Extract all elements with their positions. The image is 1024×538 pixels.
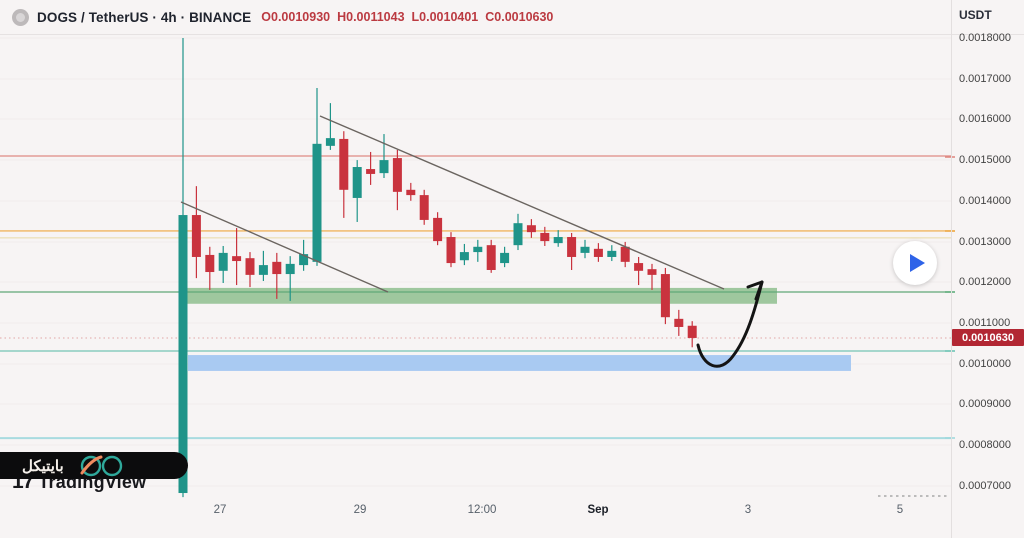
candle-body	[473, 246, 483, 253]
candle-body	[433, 217, 443, 242]
trendline	[319, 115, 725, 290]
channel-logo-icon	[80, 455, 122, 476]
price-axis-label: 0.0010000	[959, 358, 1011, 370]
price-axis-divider	[951, 0, 952, 538]
candle-body	[178, 215, 188, 494]
currency-label: USDT	[959, 8, 992, 22]
candle-body	[553, 237, 563, 244]
candle-body	[486, 245, 496, 270]
candle-body	[513, 223, 523, 246]
time-axis-label: 3	[744, 504, 752, 516]
candle-body	[191, 215, 201, 257]
candle-body	[593, 248, 603, 257]
symbol-header: DOGS / TetherUS · 4h · BINANCE O0.001093…	[0, 0, 950, 34]
candle-body	[607, 250, 617, 257]
last-price-tag: 0.0010630	[952, 329, 1024, 346]
candle-body	[647, 269, 657, 275]
resistance-zone	[185, 287, 777, 304]
candle-body	[325, 138, 335, 146]
price-axis-label: 0.0007000	[959, 480, 1011, 492]
candle-body	[446, 237, 456, 264]
candle-body	[419, 195, 429, 220]
price-axis-label: 0.0009000	[959, 398, 1011, 410]
time-axis[interactable]: 27 29 12:00 Sep 3 5	[0, 497, 950, 538]
candle-body	[674, 318, 684, 327]
price-axis-label: 0.0008000	[959, 439, 1011, 451]
time-axis-label: 29	[353, 504, 367, 516]
candle-body	[245, 258, 255, 275]
drawn-arrow	[696, 280, 764, 368]
candle-body	[232, 256, 242, 262]
time-axis-label: Sep	[587, 504, 609, 516]
price-axis-label: 0.0018000	[959, 32, 1011, 44]
price-axis-label: 0.0011000	[959, 317, 1011, 329]
time-axis-label: 5	[896, 504, 904, 516]
channel-watermark-text: بايتيكل	[22, 457, 64, 475]
candle-body	[567, 237, 577, 257]
candle-body	[366, 169, 376, 174]
ohlc-item: C0.0010630	[485, 10, 554, 24]
candle-body	[205, 254, 215, 273]
ohlc-values: O0.0010930 H0.0011043 L0.0010401 C0.0010630	[261, 10, 553, 24]
candle-body	[660, 274, 670, 318]
candle-body	[379, 160, 389, 174]
price-axis[interactable]: USDT 0.0010630 0.0018000 0.0017000 0.00160…	[952, 0, 1024, 538]
candle-body	[392, 158, 402, 192]
candle-body	[459, 252, 469, 261]
time-axis-label: 27	[213, 504, 227, 516]
channel-watermark-pill: بايتيكل	[0, 452, 188, 479]
candle-body	[634, 263, 644, 271]
drawn-arrow-head	[754, 280, 764, 301]
price-axis-label: 0.0014000	[959, 195, 1011, 207]
price-axis-label: 0.0017000	[959, 73, 1011, 85]
candle-body	[500, 252, 510, 264]
candle-body	[312, 143, 322, 262]
candle-body	[352, 167, 362, 198]
header-divider	[0, 34, 1024, 35]
price-axis-label: 0.0013000	[959, 236, 1011, 248]
candle-body	[580, 246, 590, 253]
candle-body	[218, 252, 228, 271]
drawn-arrow-head	[746, 280, 764, 289]
price-axis-label: 0.0016000	[959, 113, 1011, 125]
price-axis-label: 0.0012000	[959, 276, 1011, 288]
candle-body	[620, 246, 630, 262]
symbol-coin-icon	[12, 8, 29, 26]
ohlc-item: O0.0010930	[261, 10, 331, 24]
support-zone	[188, 355, 851, 371]
candle-body	[299, 254, 309, 266]
play-icon	[909, 254, 925, 272]
candle-body	[526, 225, 536, 233]
candle-body	[258, 265, 268, 275]
candle-body	[339, 138, 349, 190]
ohlc-item: L0.0010401	[411, 10, 479, 24]
price-axis-label: 0.0015000	[959, 154, 1011, 166]
trendline	[180, 201, 389, 293]
ohlc-item: H0.0011043	[337, 10, 405, 24]
candle-body	[406, 189, 416, 196]
symbol-title[interactable]: DOGS / TetherUS · 4h · BINANCE	[37, 9, 252, 25]
candle-body	[272, 261, 282, 275]
replay-play-button[interactable]	[893, 241, 937, 285]
candle-body	[540, 232, 550, 242]
candle-body	[687, 325, 697, 338]
time-axis-label: 12:00	[467, 504, 497, 516]
candle-body	[285, 263, 295, 275]
